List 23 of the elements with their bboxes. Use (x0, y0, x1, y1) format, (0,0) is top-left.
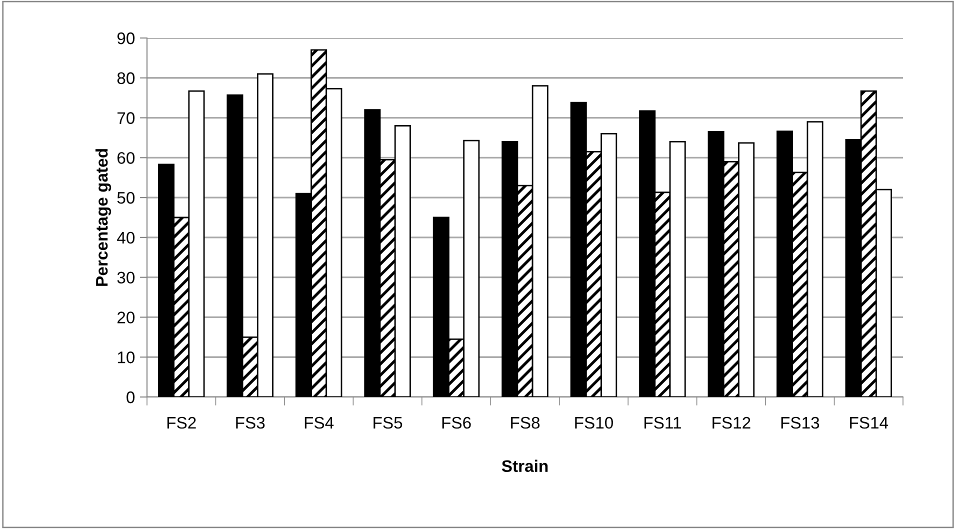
x-tick-label: FS2 (167, 416, 196, 429)
x-tick-label: FS6 (442, 416, 471, 429)
y-tick-label: 20 (117, 312, 135, 324)
y-tick-label: 60 (118, 152, 135, 164)
x-tick-label: FS3 (236, 416, 265, 429)
x-tick-label: FS13 (781, 416, 820, 429)
y-tick-label: 50 (117, 192, 135, 204)
y-tick-label: 70 (118, 112, 135, 124)
y-tick-label: 30 (117, 272, 135, 284)
y-tick-label: 40 (117, 232, 135, 244)
x-tick-label: FS12 (712, 416, 750, 429)
x-axis-title: Strain (502, 460, 548, 472)
x-tick-label: FS5 (374, 416, 402, 429)
x-tick-label: FS14 (850, 416, 888, 429)
x-tick-label: FS11 (644, 416, 681, 429)
y-tick-label: 10 (118, 352, 135, 364)
x-tick-label: FS10 (575, 416, 613, 429)
y-tick-label: 0 (126, 391, 135, 404)
y-axis-title: Percentage gated (95, 149, 112, 286)
y-tick-label: 90 (117, 32, 135, 44)
x-tick-label: FS8 (511, 416, 540, 429)
x-tick-label: FS4 (304, 416, 334, 429)
y-tick-label: 80 (117, 72, 135, 84)
